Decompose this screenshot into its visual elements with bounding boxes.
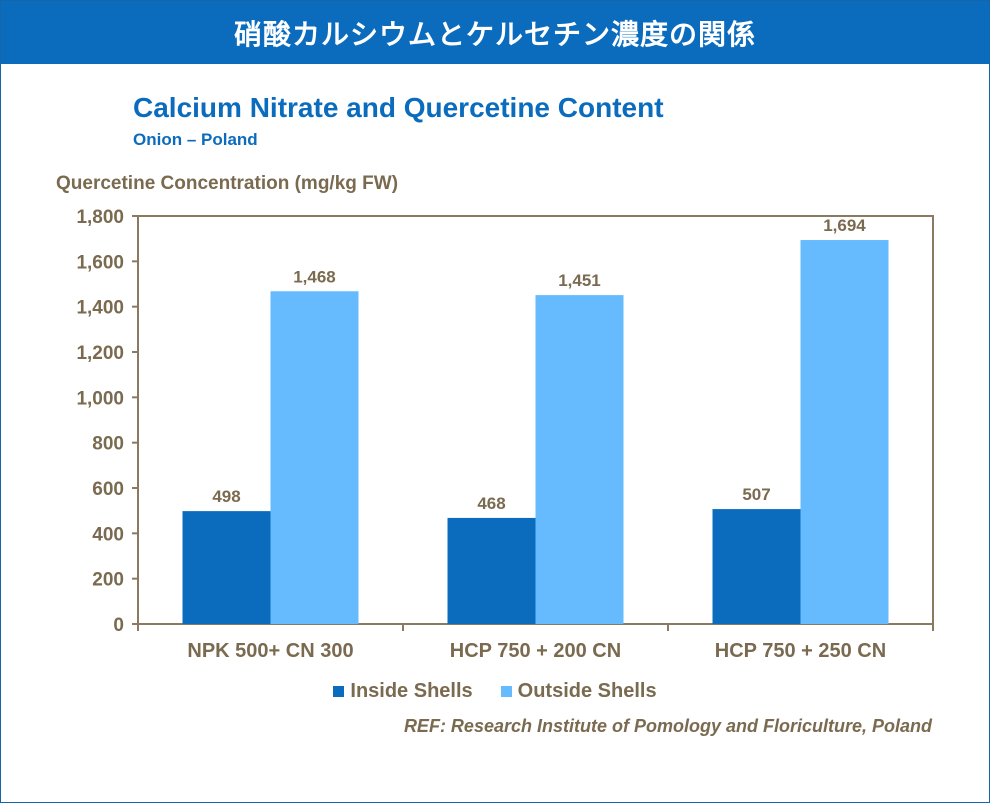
banner-title: 硝酸カルシウムとケルセチン濃度の関係 bbox=[1, 1, 989, 64]
y-tick-label: 200 bbox=[92, 570, 124, 591]
bar-inside bbox=[712, 509, 801, 624]
chart-subtitle: Onion – Poland bbox=[133, 130, 258, 149]
y-tick-label: 1,600 bbox=[76, 252, 124, 273]
chart-title: Calcium Nitrate and Quercetine Content bbox=[133, 92, 664, 123]
chart-legend: Inside Shells Outside Shells bbox=[0, 680, 990, 703]
data-label: 1,468 bbox=[293, 267, 336, 286]
legend-item-inside: Inside Shells bbox=[333, 680, 473, 703]
legend-label-inside: Inside Shells bbox=[350, 680, 473, 702]
reference-note: REF: Research Institute of Pomology and … bbox=[403, 716, 932, 736]
data-label: 1,451 bbox=[558, 271, 601, 290]
x-tick-label: HCP 750 + 200 CN bbox=[450, 640, 621, 662]
y-tick-label: 1,800 bbox=[76, 207, 124, 228]
y-axis-label: Quercetine Concentration (mg/kg FW) bbox=[56, 173, 399, 194]
y-tick-label: 800 bbox=[92, 434, 124, 455]
y-tick-label: 0 bbox=[113, 615, 124, 636]
y-tick-label: 400 bbox=[92, 524, 124, 545]
legend-swatch-inside bbox=[333, 686, 345, 697]
bar-outside bbox=[535, 295, 624, 624]
y-tick-label: 1,000 bbox=[76, 388, 124, 409]
bar-inside bbox=[447, 517, 536, 624]
legend-item-outside: Outside Shells bbox=[500, 680, 657, 703]
bar-outside bbox=[270, 291, 359, 624]
y-tick-label: 1,200 bbox=[76, 343, 124, 364]
y-tick-label: 600 bbox=[92, 479, 124, 500]
legend-label-outside: Outside Shells bbox=[517, 680, 657, 702]
legend-swatch-outside bbox=[500, 686, 512, 697]
x-tick-label: HCP 750 + 250 CN bbox=[715, 640, 886, 662]
bar-outside bbox=[800, 240, 889, 624]
data-label: 1,694 bbox=[823, 216, 866, 235]
data-label: 498 bbox=[212, 487, 240, 506]
x-tick-label: NPK 500+ CN 300 bbox=[187, 640, 353, 662]
data-label: 468 bbox=[477, 494, 505, 513]
data-label: 507 bbox=[742, 485, 770, 504]
bar-inside bbox=[182, 511, 271, 624]
y-tick-label: 1,400 bbox=[76, 298, 124, 319]
